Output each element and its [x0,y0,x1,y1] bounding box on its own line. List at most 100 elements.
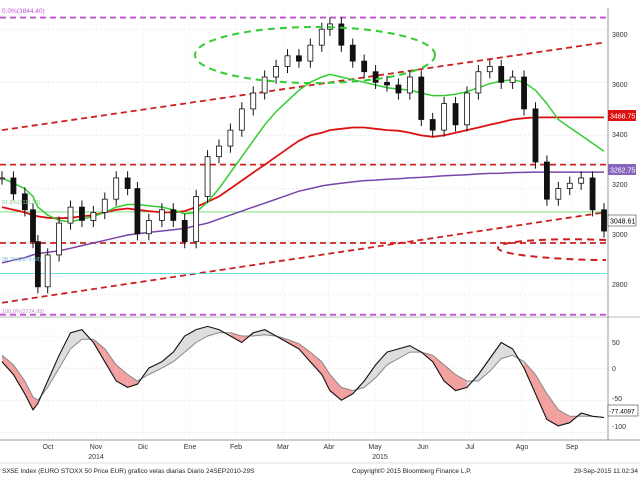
oscillator-fill [558,409,570,426]
fib-top-label: 0.0%(3844.40) [2,8,45,15]
candle-body [284,55,291,67]
candle-body [181,220,188,243]
oscillator-fill [478,358,490,381]
top-highlight-ellipse [194,26,436,84]
oscillator-signal-line [1,332,605,418]
candle-body [555,188,562,200]
price-tick: 3800 [612,32,628,39]
month-label: Dic [138,444,149,451]
candle-body [589,177,596,211]
candle-body [34,241,41,288]
oscillator-fill [298,343,311,362]
candle-body [498,66,505,83]
candle-body [145,220,152,235]
candle-body [566,182,573,189]
candle-body [273,66,279,78]
candle-body [238,108,245,131]
oscillator-fill [47,355,60,388]
candle-body [532,108,539,163]
trendlines [0,16,608,316]
month-label: Ago [516,444,529,451]
month-label: Sep [566,444,579,451]
candle-body [372,71,379,83]
month-label: Jul [466,444,475,451]
oscillator-fill [173,336,185,362]
candle-body [250,92,257,110]
oscillator-fill [59,332,71,369]
trendline [1,41,605,132]
candle-body [261,76,268,94]
oscillator-fill [32,397,38,410]
oscillator-axis-ticks: 50 0 -50 -100 [612,340,626,431]
price-axis-ticks: 3800 3600 3400 3200 3000 2800 [612,32,628,289]
candle-body [338,23,345,46]
oscillator-fill [524,361,536,394]
candle-body [193,196,200,243]
candle-body [464,92,470,126]
candle-body [101,198,108,213]
oscillator-fill [387,348,399,365]
month-label: Jun [417,444,428,451]
candle-body [0,177,5,180]
oscillator-fill [104,348,117,381]
price-tick: 3400 [612,132,628,139]
footer-timestamp: 29-Sep-2015 11:02:34 [574,468,639,475]
oscillator-fill [321,361,330,391]
year-label: 2014 [88,454,104,461]
oscillator-fill [375,352,388,378]
candle-body [134,188,141,235]
candle-body [67,206,74,224]
trendline [1,211,605,304]
support-highlight-ellipse [496,238,607,261]
candle-body [44,254,51,288]
oscillator-fill [253,329,265,337]
oscillator-fills [2,326,604,426]
oscillator-fill [432,355,445,381]
price-tick: 3200 [612,182,628,189]
oscillator-lines [1,325,605,427]
ma-purple-line [1,171,604,264]
candle-body [601,209,607,232]
oscillator-fill [501,342,513,359]
osc-tick: 0 [612,366,616,373]
month-labels: Oct Nov Dic Ene Feb Mar Abr May Jun Jul … [43,444,579,451]
candle-body [452,103,459,126]
candle-body [30,209,36,243]
oscillator-fill [184,329,197,353]
oscillator-fill [398,345,410,359]
oscillator-fill [2,355,14,375]
fib-382-label: 38.2%(2879.68) [2,257,41,263]
candle-body [418,76,425,120]
candle-body [395,84,402,94]
osc-last-value: -77.4097 [609,409,635,416]
oscillator-fill [161,352,174,369]
oscillator-fill [535,374,547,420]
month-label: Nov [90,444,103,451]
candle-body [10,177,17,195]
value-tags: 3468.75 3262.75 3048.61 -77.4097 [607,110,639,417]
osc-tick: -50 [612,396,622,403]
fib-618-label: 61.8%(3111.53) [2,200,40,206]
footer-copyright: Copyright© 2015 Bloomberg Finance L.P. [352,467,472,475]
oscillator-fill [116,364,128,388]
oscillator-fill [364,364,376,388]
candle-body [406,76,413,94]
candle-body [509,76,516,83]
oscillator-fill [127,374,138,388]
candle-body [521,76,527,110]
candle-body [543,161,550,200]
candle-body [296,55,302,62]
candle-body [486,66,493,73]
ma-purple-value: 3262.75 [610,168,635,175]
oscillator-fill [455,374,467,391]
osc-tick: 50 [612,340,620,347]
candle-body [113,177,120,200]
oscillator-fill [329,374,342,401]
month-label: Mar [277,444,290,451]
candle-body [441,103,448,131]
candle-body [227,129,234,147]
candle-body [204,156,211,197]
oscillator-fill [546,393,559,426]
price-tick: 2800 [612,282,628,289]
